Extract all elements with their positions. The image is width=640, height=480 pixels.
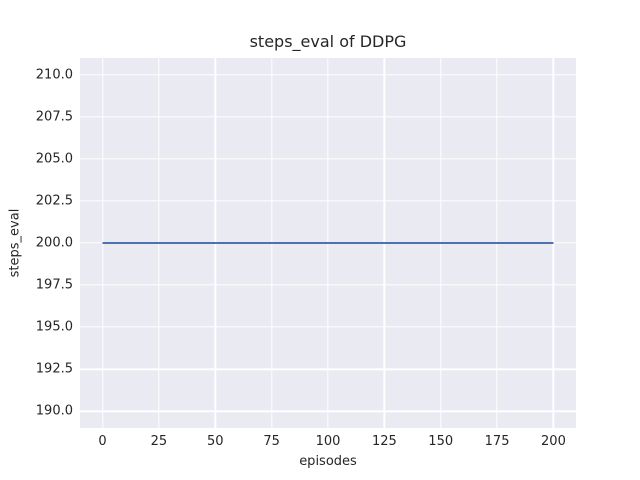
gridline-horizontal	[80, 410, 576, 412]
y-tick-label: 195.0	[35, 319, 73, 335]
x-tick-label: 100	[315, 434, 341, 449]
y-tick-labels: 190.0 192.5 195.0 197.5 200.0 202.5 205.0 207.5…	[0, 58, 73, 428]
x-tick-label: 25	[150, 434, 168, 449]
y-axis-label: steps_eval	[7, 208, 23, 278]
gridline-horizontal	[80, 116, 576, 118]
y-tick-label: 197.5	[35, 277, 73, 293]
y-tick-label: 190.0	[35, 403, 73, 419]
gridline-horizontal	[80, 74, 576, 76]
gridline-horizontal	[80, 200, 576, 202]
y-tick-label: 202.5	[35, 193, 73, 209]
x-tick-label: 50	[206, 434, 224, 449]
plot-area	[80, 58, 576, 428]
y-tick-label: 200.0	[35, 235, 73, 251]
series-layer	[102, 242, 554, 244]
x-axis-label: episodes	[299, 454, 357, 469]
y-tick-label: 207.5	[35, 109, 73, 125]
y-tick-label: 205.0	[35, 151, 73, 167]
x-tick-label: 125	[371, 434, 397, 449]
gridline-horizontal	[80, 158, 576, 160]
y-tick-label: 210.0	[35, 67, 73, 83]
x-tick-label: 175	[484, 434, 510, 449]
x-tick-label: 75	[263, 434, 280, 449]
gridline-horizontal	[80, 368, 576, 370]
gridline-horizontal	[80, 284, 576, 286]
x-tick-label: 150	[428, 434, 454, 449]
y-tick-label: 192.5	[35, 361, 73, 377]
gridline-horizontal	[80, 326, 576, 328]
chart-title: steps_eval of DDPG	[249, 32, 407, 51]
x-tick-label: 200	[541, 434, 566, 449]
x-tick-label: 0	[98, 434, 107, 449]
x-tick-labels: 0 25 50 75 100 125 150 175 200	[80, 434, 576, 450]
